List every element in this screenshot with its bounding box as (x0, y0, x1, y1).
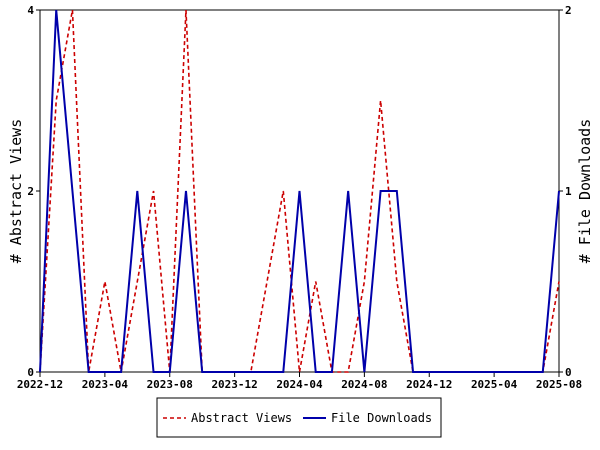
y-axis-left-title: # Abstract Views (7, 119, 25, 264)
y-left-tick-label: 4 (27, 4, 34, 17)
legend-label-abstract-views: Abstract Views (191, 411, 292, 425)
legend: Abstract Views File Downloads (156, 397, 442, 438)
series-layer (39, 9, 560, 373)
legend-label-file-downloads: File Downloads (331, 411, 432, 425)
y-right-tick-label: 0 (565, 366, 572, 379)
y-left-tick-label: 0 (27, 366, 34, 379)
series-line-file-downloads (39, 9, 560, 373)
x-tick-label: 2024-04 (276, 378, 323, 391)
y-axis-right-ticks: 0 1 2 (559, 4, 572, 379)
x-tick-label: 2023-04 (82, 378, 129, 391)
x-tick-label: 2023-08 (147, 378, 193, 391)
x-tick-label: 2023-12 (211, 378, 257, 391)
x-axis-ticks: 2022-12 2023-04 2023-08 2023-12 2024-04 2024-… (17, 372, 582, 391)
x-tick-label: 2024-08 (341, 378, 387, 391)
y-axis-right-title: # File Downloads (576, 119, 594, 264)
y-right-tick-label: 2 (565, 4, 572, 17)
x-tick-label: 2024-12 (406, 378, 452, 391)
y-left-tick-label: 2 (27, 185, 34, 198)
y-axis-left-ticks: 0 2 4 (27, 4, 40, 379)
x-tick-label: 2022-12 (17, 378, 63, 391)
y-right-tick-label: 1 (565, 185, 572, 198)
legend-box (156, 397, 442, 438)
x-tick-label: 2025-08 (536, 378, 582, 391)
x-tick-label: 2025-04 (471, 378, 518, 391)
